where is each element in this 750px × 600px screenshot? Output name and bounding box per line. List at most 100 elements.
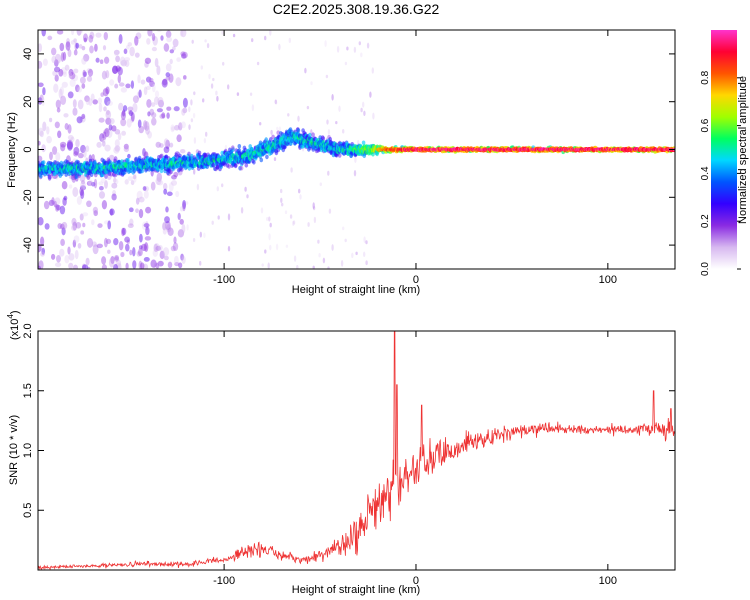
spectrogram-cell	[197, 150, 202, 156]
spectrogram-cell	[38, 97, 43, 105]
spectrogram-cell	[109, 208, 115, 216]
spectrogram-cell	[82, 212, 89, 217]
spectrogram-cell	[60, 95, 67, 106]
spectrogram-cell	[58, 88, 63, 99]
spectrogram-cell	[68, 262, 74, 269]
spectrogram-cell	[175, 190, 180, 198]
spectrogram-cell	[363, 251, 366, 258]
spectrogram-cell	[265, 154, 269, 160]
spectrogram-cell	[102, 45, 107, 51]
spectrogram-cell	[68, 253, 75, 261]
spectrogram-cell	[38, 155, 43, 162]
spectrogram-cell	[152, 83, 156, 93]
spectrogram-cell	[338, 105, 341, 112]
spectrogram-cell	[85, 145, 90, 153]
spectrogram-cell	[289, 214, 293, 219]
spectrogram-cell	[52, 70, 58, 77]
spectrogram-cell	[236, 92, 240, 96]
spectrogram-cell	[275, 243, 279, 251]
spectrogram-cell	[97, 97, 103, 105]
spectrogram-cell	[307, 222, 310, 227]
spectrogram-cell	[108, 124, 113, 131]
spectrogram-cell	[322, 257, 326, 264]
spectrogram-cells	[38, 30, 675, 269]
spectrogram-cell	[83, 148, 87, 158]
spectrogram-cell	[70, 136, 75, 142]
spectrogram-cell	[165, 76, 171, 81]
spectrogram-cell	[130, 111, 135, 122]
spectrogram-cell	[205, 131, 208, 137]
spectrogram-y-ticks: -40 -20 0 20 40	[22, 48, 675, 253]
spectrogram-cell	[336, 45, 340, 53]
spectrogram-cell	[58, 68, 64, 77]
spectrogram-cell	[132, 174, 137, 180]
spectrogram-cell	[114, 256, 120, 262]
spectrogram-cell	[127, 42, 133, 47]
spectrogram-cell	[105, 110, 112, 119]
spectrogram-cell	[331, 244, 334, 251]
spectrogram-cell	[73, 38, 77, 43]
spectrogram-cell	[287, 113, 290, 117]
spectrogram-cell	[111, 193, 117, 201]
spectrogram-cell	[72, 187, 79, 197]
spectrogram-cell	[98, 185, 104, 191]
spectrogram-cell	[193, 137, 197, 144]
spectrogram-cell	[113, 50, 119, 57]
spectrogram-cell	[127, 106, 134, 112]
spectrogram-x-tick-label: 100	[599, 274, 617, 286]
spectrogram-cell	[51, 47, 57, 56]
spectrogram-cell	[176, 57, 181, 62]
spectrogram-cell	[46, 126, 50, 135]
spectrogram-cell	[86, 200, 92, 208]
spectrogram-cell	[280, 197, 283, 204]
spectrogram-cell	[199, 231, 202, 238]
spectrogram-cell	[163, 222, 169, 228]
spectrogram-cell	[227, 84, 230, 90]
spectrogram-cell	[162, 247, 170, 257]
spectrogram-cell	[120, 118, 127, 127]
spectrogram-cell	[124, 179, 129, 185]
spectrogram-cell	[308, 132, 312, 138]
spectrogram-cell	[190, 118, 194, 123]
spectrogram-cell	[173, 236, 177, 244]
spectrogram-cell	[138, 89, 142, 98]
spectrogram-cell	[165, 220, 171, 231]
spectrogram-cell	[132, 95, 139, 104]
spectrogram-cell	[79, 185, 87, 191]
snr-y-tick-label: 2.0	[22, 323, 34, 338]
spectrogram-cell	[178, 262, 183, 269]
spectrogram-cell	[74, 174, 79, 179]
spectrogram-cell	[144, 121, 150, 131]
spectrogram-cell	[169, 49, 175, 54]
spectrogram-cell	[111, 182, 118, 189]
spectrogram-cell	[365, 240, 368, 245]
spectrogram-cell	[152, 35, 158, 46]
spectrogram-cell	[173, 255, 179, 266]
spectrogram-cell	[170, 124, 175, 133]
snr-scale-factor: (x104)	[6, 310, 21, 340]
spectrogram-cell	[86, 175, 91, 180]
spectrogram-cell	[75, 42, 80, 49]
colorbar-tick-label: 0.2	[700, 214, 711, 228]
spectrogram-cell	[75, 138, 80, 148]
spectrogram-cell	[233, 162, 238, 168]
spectrogram-cell	[124, 57, 131, 62]
spectrogram-cell	[98, 103, 103, 113]
spectrogram-cell	[162, 78, 168, 86]
spectrogram-cell	[98, 117, 105, 123]
spectrogram-cell	[139, 233, 143, 243]
spectrogram-cell	[104, 127, 110, 138]
spectrogram-cell	[108, 257, 115, 268]
spectrogram-cell	[144, 57, 152, 64]
spectrogram-cell	[96, 243, 103, 249]
spectrogram-cell	[132, 260, 137, 269]
spectrogram-cell	[167, 227, 174, 237]
spectrogram-cell	[259, 122, 262, 126]
spectrogram-cell	[340, 259, 344, 267]
spectrogram-cell	[76, 196, 83, 205]
spectrogram-cell	[73, 235, 80, 243]
spectrogram-cell	[169, 58, 173, 65]
spectrogram-cell	[225, 163, 230, 168]
spectrogram-cell	[260, 207, 264, 214]
spectrogram-cell	[41, 30, 46, 37]
